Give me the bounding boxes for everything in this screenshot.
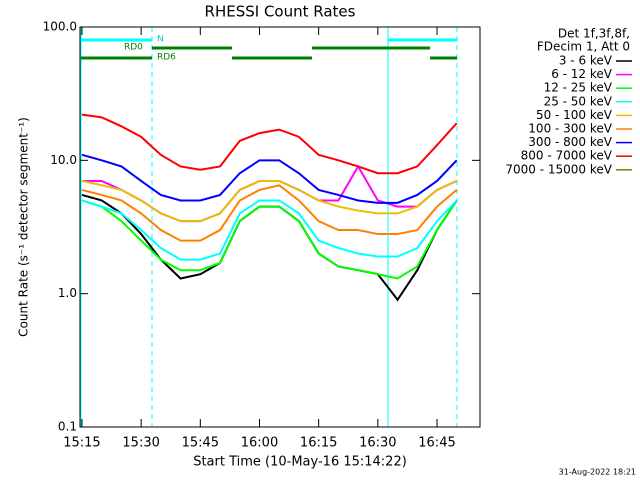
annotation: RD0 [124, 43, 143, 53]
y-tick-label: 100.0 [43, 20, 77, 34]
x-tick-label: 15:45 [182, 436, 219, 451]
legend-header: Det 1f,3f,8f, [558, 27, 630, 41]
x-tick-label: 16:45 [418, 436, 455, 451]
legend-label: 50 - 100 keV [536, 108, 613, 122]
legend-label: 100 - 300 keV [528, 122, 612, 136]
series-line [81, 199, 458, 280]
annotation: N [157, 35, 164, 45]
legend-label: 800 - 7000 keV [521, 149, 613, 163]
series-line [81, 199, 458, 261]
legend-label: 6 - 12 keV [551, 67, 613, 81]
x-axis-label: Start Time (10-May-16 15:14:22) [193, 455, 407, 470]
legend-label: 7000 - 15000 keV [505, 162, 612, 176]
legend-label: 12 - 25 keV [544, 81, 613, 95]
y-tick-label: 1.0 [58, 286, 77, 300]
x-tick-label: 16:15 [300, 436, 337, 451]
footer: 31-Aug-2022 18:21 [559, 468, 636, 477]
chart-title: RHESSI Count Rates [205, 3, 356, 21]
y-tick-label: 10.0 [50, 153, 77, 167]
y-tick-label: 0.1 [58, 420, 77, 434]
legend-label: 3 - 6 keV [559, 54, 613, 68]
y-axis-label: Count Rate (s⁻¹ detector segment⁻¹) [17, 117, 31, 337]
series-line [81, 153, 458, 204]
legend-label: 300 - 800 keV [528, 135, 612, 149]
legend-header: FDecim 1, Att 0 [537, 40, 630, 54]
x-tick-label: 15:15 [63, 436, 100, 451]
x-tick-label: 15:30 [122, 436, 159, 451]
legend-label: 25 - 50 keV [544, 94, 613, 108]
series-line [81, 113, 458, 175]
series-line [81, 179, 458, 223]
axis-frame [79, 26, 481, 428]
annotation: RD6 [157, 53, 176, 63]
series-line [81, 184, 458, 242]
x-tick-label: 16:00 [241, 436, 278, 451]
state-bars: N RD0 RD6 [80, 27, 458, 427]
x-tick-label: 16:30 [359, 436, 396, 451]
plot-area [81, 113, 458, 302]
